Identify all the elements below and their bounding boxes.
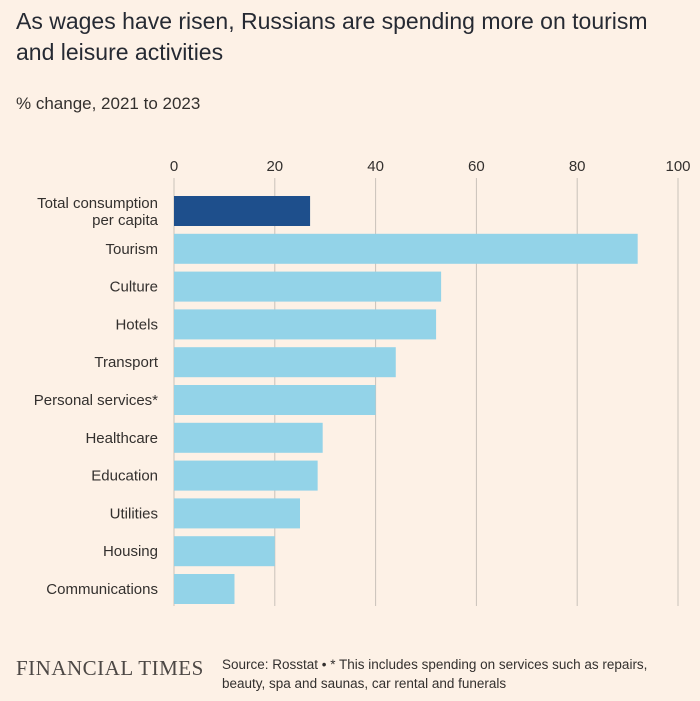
bar [174,271,442,302]
category-label: Education [91,468,158,485]
bar [174,309,437,340]
category-label: Housing [103,543,158,560]
category-label: Transport [94,354,158,371]
bar [174,574,235,604]
x-tick-label: 40 [367,158,384,175]
category-labels: Total consumption per capita Tourism Cultur… [34,195,159,598]
x-tick-label: 0 [170,158,178,175]
bar [174,422,323,453]
bars [174,196,638,604]
ft-logo: FINANCIAL TIMES [16,656,204,680]
bar-chart: 0 20 40 60 80 100 Total consumption per capita… [34,158,691,606]
chart-title: As wages have risen, Russians are spendi… [16,8,648,65]
bar [174,233,638,264]
bar [174,536,275,567]
bar [174,498,300,529]
x-axis-ticks: 0 20 40 60 80 100 [170,158,691,175]
bar [174,385,376,415]
category-label: Culture [110,279,158,296]
source-note: Source: Rosstat • * This includes spendi… [222,657,648,691]
category-label: Hotels [115,316,158,333]
category-label: Total consumption per capita [37,195,159,229]
category-label: Tourism [105,241,158,258]
bar [174,196,311,226]
chart-subtitle: % change, 2021 to 2023 [16,94,201,113]
category-label: Healthcare [85,430,158,447]
x-tick-label: 60 [468,158,485,175]
category-label: Communications [46,581,158,598]
x-tick-label: 20 [266,158,283,175]
bar [174,347,396,378]
bar [174,460,318,491]
x-tick-label: 80 [569,158,586,175]
x-tick-label: 100 [665,158,690,175]
category-label: Utilities [110,505,158,522]
category-label: Personal services* [34,392,158,409]
